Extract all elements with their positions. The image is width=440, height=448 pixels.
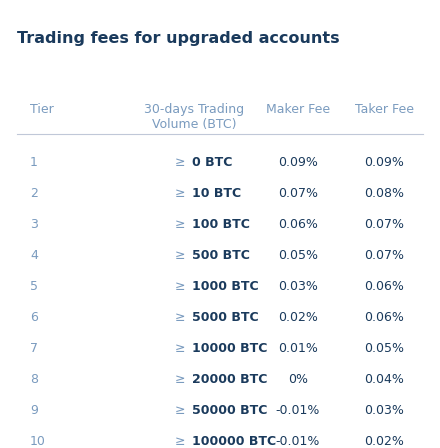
Text: 4: 4 bbox=[30, 249, 38, 262]
Text: ≥: ≥ bbox=[175, 187, 190, 200]
Text: Taker Fee: Taker Fee bbox=[355, 103, 414, 116]
Text: 0.05%: 0.05% bbox=[364, 342, 404, 355]
Text: 0.02%: 0.02% bbox=[364, 435, 404, 448]
Text: 5: 5 bbox=[30, 280, 38, 293]
Text: ≥: ≥ bbox=[175, 342, 190, 355]
Text: 20000 BTC: 20000 BTC bbox=[192, 373, 268, 386]
Text: 50000 BTC: 50000 BTC bbox=[192, 404, 268, 417]
Text: ≥: ≥ bbox=[175, 311, 190, 324]
Text: Trading fees for upgraded accounts: Trading fees for upgraded accounts bbox=[17, 31, 340, 46]
Text: 0.07%: 0.07% bbox=[364, 218, 404, 231]
Text: -0.01%: -0.01% bbox=[275, 404, 320, 417]
Text: ≥: ≥ bbox=[175, 404, 190, 417]
Text: 7: 7 bbox=[30, 342, 38, 355]
Text: 10000 BTC: 10000 BTC bbox=[192, 342, 268, 355]
Text: 0.03%: 0.03% bbox=[278, 280, 318, 293]
Text: 3: 3 bbox=[30, 218, 38, 231]
Text: 8: 8 bbox=[30, 373, 38, 386]
Text: 0.07%: 0.07% bbox=[364, 249, 404, 262]
Text: Maker Fee: Maker Fee bbox=[266, 103, 330, 116]
Text: 500 BTC: 500 BTC bbox=[192, 249, 250, 262]
Text: 0.04%: 0.04% bbox=[364, 373, 404, 386]
Text: ≥: ≥ bbox=[175, 280, 190, 293]
Text: 0.09%: 0.09% bbox=[364, 156, 404, 169]
Text: 0.03%: 0.03% bbox=[364, 404, 404, 417]
Text: 2: 2 bbox=[30, 187, 38, 200]
Text: 0.06%: 0.06% bbox=[364, 280, 404, 293]
Text: Tier: Tier bbox=[30, 103, 54, 116]
Text: 6: 6 bbox=[30, 311, 38, 324]
Text: ≥: ≥ bbox=[175, 218, 190, 231]
Text: 1000 BTC: 1000 BTC bbox=[192, 280, 259, 293]
Text: 100000 BTC: 100000 BTC bbox=[192, 435, 276, 448]
Text: 0.05%: 0.05% bbox=[278, 249, 318, 262]
Text: ≥: ≥ bbox=[175, 156, 190, 169]
Text: 1: 1 bbox=[30, 156, 38, 169]
Text: 0.02%: 0.02% bbox=[278, 311, 318, 324]
Text: 0.06%: 0.06% bbox=[278, 218, 318, 231]
Text: -0.01%: -0.01% bbox=[275, 435, 320, 448]
Text: 0 BTC: 0 BTC bbox=[192, 156, 232, 169]
Text: 10 BTC: 10 BTC bbox=[192, 187, 241, 200]
Text: 0.08%: 0.08% bbox=[364, 187, 404, 200]
Text: 30-days Trading
Volume (BTC): 30-days Trading Volume (BTC) bbox=[144, 103, 244, 131]
Text: 0.06%: 0.06% bbox=[364, 311, 404, 324]
Text: ≥: ≥ bbox=[175, 249, 190, 262]
Text: 0%: 0% bbox=[288, 373, 308, 386]
Text: 0.09%: 0.09% bbox=[278, 156, 318, 169]
Text: 5000 BTC: 5000 BTC bbox=[192, 311, 259, 324]
Text: 0.07%: 0.07% bbox=[278, 187, 318, 200]
Text: 100 BTC: 100 BTC bbox=[192, 218, 250, 231]
Text: ≥: ≥ bbox=[175, 373, 190, 386]
Text: ≥: ≥ bbox=[175, 435, 190, 448]
Text: 0.01%: 0.01% bbox=[278, 342, 318, 355]
Text: 10: 10 bbox=[30, 435, 46, 448]
Text: 9: 9 bbox=[30, 404, 38, 417]
